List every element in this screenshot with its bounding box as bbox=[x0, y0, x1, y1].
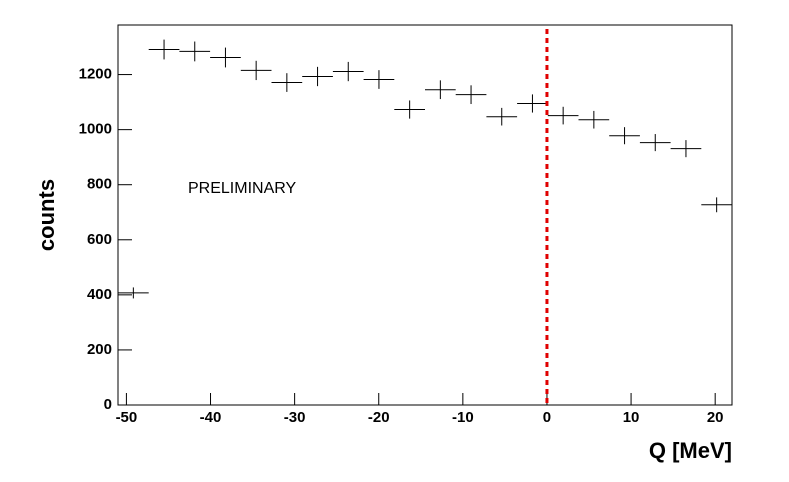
x-tick-label: 0 bbox=[543, 409, 551, 426]
x-tick-label: -50 bbox=[116, 409, 138, 426]
plot-frame bbox=[117, 24, 733, 406]
y-tick-label: 200 bbox=[87, 341, 112, 358]
y-tick-label: 0 bbox=[104, 396, 112, 413]
x-tick-label: -40 bbox=[200, 409, 222, 426]
x-tick-label: -20 bbox=[368, 409, 390, 426]
y-tick-label: 800 bbox=[87, 176, 112, 193]
y-tick-label: 400 bbox=[87, 286, 112, 303]
x-tick-label: -10 bbox=[452, 409, 474, 426]
x-tick-label: 20 bbox=[707, 409, 724, 426]
x-tick-label: 10 bbox=[623, 409, 640, 426]
y-tick-label: 1200 bbox=[79, 66, 112, 83]
x-tick-label: -30 bbox=[284, 409, 306, 426]
y-tick-label: 1000 bbox=[79, 121, 112, 138]
y-axis-label: counts bbox=[34, 179, 59, 251]
x-axis-label: Q [MeV] bbox=[649, 438, 732, 463]
annotation: PRELIMINARY bbox=[188, 180, 297, 197]
y-tick-label: 600 bbox=[87, 231, 112, 248]
